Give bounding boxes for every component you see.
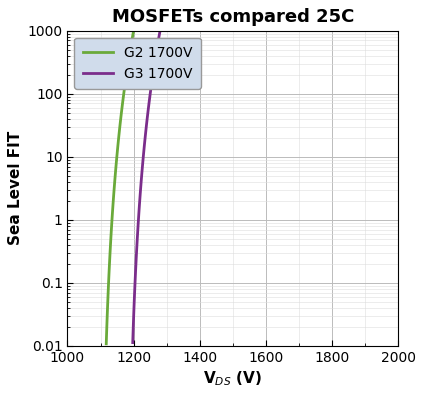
G2 1700V — [126, 56, 131, 61]
Y-axis label: Sea Level FIT: Sea Level FIT — [8, 131, 23, 246]
G3 1700V — [132, 289, 137, 294]
G3 1700V — [143, 134, 148, 139]
X-axis label: V$_{DS}$ (V): V$_{DS}$ (V) — [203, 369, 262, 388]
G3 1700V — [130, 340, 135, 345]
Legend: G2 1700V, G3 1700V: G2 1700V, G3 1700V — [75, 38, 201, 89]
G2 1700V — [104, 341, 109, 346]
G3 1700V — [137, 201, 142, 206]
Line: G2 1700V: G2 1700V — [106, 32, 134, 344]
G3 1700V — [146, 101, 151, 105]
G2 1700V — [125, 63, 130, 68]
Title: MOSFETs compared 25C: MOSFETs compared 25C — [112, 8, 354, 26]
G3 1700V — [151, 70, 156, 75]
G2 1700V — [125, 65, 130, 70]
G3 1700V — [149, 80, 154, 85]
G2 1700V — [120, 103, 125, 107]
G3 1700V — [157, 29, 162, 34]
G2 1700V — [124, 74, 129, 78]
Line: G3 1700V: G3 1700V — [133, 32, 160, 343]
G2 1700V — [126, 61, 131, 66]
G2 1700V — [131, 30, 136, 34]
